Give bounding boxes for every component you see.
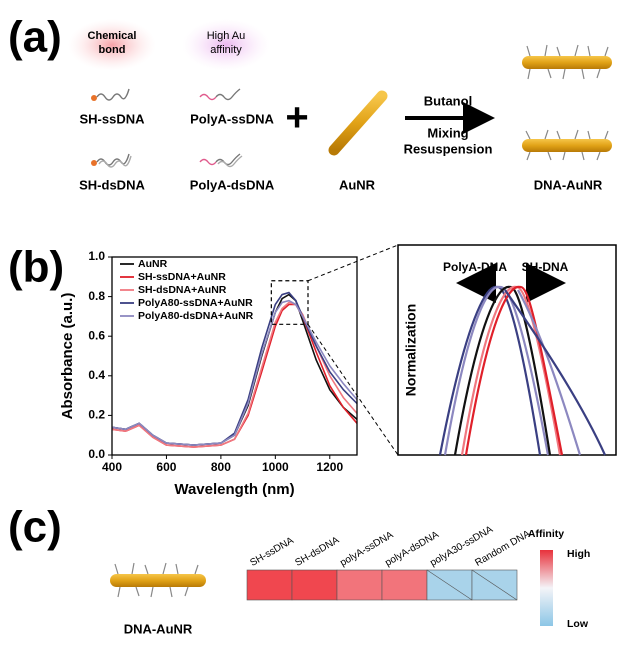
label: SH-dsDNA	[79, 177, 145, 192]
plus: +	[285, 96, 308, 140]
heat-cell	[246, 569, 293, 601]
cell-label: SH-dsDNA	[293, 535, 341, 569]
panel-label: (b)	[8, 243, 64, 292]
x-axis-title: Wavelength (nm)	[174, 481, 294, 498]
y-tick-label: 0.4	[88, 368, 105, 382]
x-tick-label: 400	[102, 460, 122, 474]
legend-label: AuNR	[138, 258, 168, 270]
series-line	[111, 303, 358, 448]
zoom-connector	[307, 324, 399, 456]
cell-hatch	[471, 569, 518, 601]
colorbar-title: Affinity	[528, 528, 564, 540]
x-tick-label: 1000	[262, 460, 289, 474]
y-tick-label: 1.0	[88, 249, 105, 263]
x-tick-label: 600	[156, 460, 176, 474]
legend-label: PolyA80-dsDNA+AuNR	[138, 310, 254, 322]
zoom-box	[270, 280, 309, 325]
zoom-connector	[307, 244, 399, 282]
label: PolyA-ssDNA	[190, 111, 274, 126]
label: PolyA-dsDNA	[190, 177, 275, 192]
x-tick-label: 1200	[316, 460, 343, 474]
label: Butanol	[424, 93, 472, 108]
legend-label: SH-ssDNA+AuNR	[138, 271, 226, 283]
heat-cell	[336, 569, 383, 601]
y-tick-label: 0.2	[88, 408, 105, 422]
panel-label: (a)	[8, 13, 62, 62]
aunr-rod	[328, 90, 388, 156]
heat-cell	[381, 569, 428, 601]
cell-label: SH-ssDNA	[248, 535, 296, 569]
inset-frame	[397, 244, 617, 456]
dna-aunr	[522, 44, 612, 161]
label: Resuspension	[404, 141, 493, 156]
label: SH-ssDNA	[79, 111, 145, 126]
y-tick-label: 0.6	[88, 328, 105, 342]
inset-label: PolyA-DNA	[443, 260, 507, 274]
series-line	[111, 299, 358, 446]
legend-label: SH-dsDNA+AuNR	[138, 284, 227, 296]
plot: 0.0 0.2 0.4 0.6 0.8 1.0 400 600 800 1000 1200 Wavel…	[59, 244, 399, 498]
plot-frame	[111, 256, 358, 456]
label: affinity	[210, 44, 242, 56]
heatmap: SH-ssDNASH-dsDNApolyA-ssDNApolyA-dsDNApo…	[246, 524, 533, 601]
label: Mixing	[427, 125, 468, 140]
legend-label: PolyA80-ssDNA+AuNR	[138, 297, 253, 309]
heat-cell	[291, 569, 338, 601]
y-axis-title: Absorbance (a.u.)	[59, 293, 76, 420]
label: DNA-AuNR	[124, 621, 193, 636]
series-line	[111, 301, 358, 448]
glow	[68, 19, 156, 71]
dna-icons	[91, 88, 243, 168]
y-tick-label: 0.0	[88, 447, 105, 461]
label: AuNR	[339, 177, 376, 192]
colorbar	[540, 550, 553, 626]
inset-ylabel: Normalization	[403, 304, 419, 397]
inset-label: SH-DNA	[522, 260, 569, 274]
x-tick-label: 800	[211, 460, 231, 474]
panel-label: (c)	[8, 503, 62, 552]
label: Chemical	[88, 30, 137, 42]
label: bond	[99, 44, 126, 56]
glow	[182, 19, 270, 71]
colorbar-label: High	[567, 548, 590, 560]
colorbar-label: Low	[567, 618, 589, 630]
cell-hatch	[426, 569, 473, 601]
dna-aunr	[110, 562, 206, 598]
inset-curves	[438, 285, 607, 456]
label: DNA-AuNR	[534, 177, 603, 192]
y-tick-label: 0.8	[88, 289, 105, 303]
label: High Au	[207, 30, 246, 42]
